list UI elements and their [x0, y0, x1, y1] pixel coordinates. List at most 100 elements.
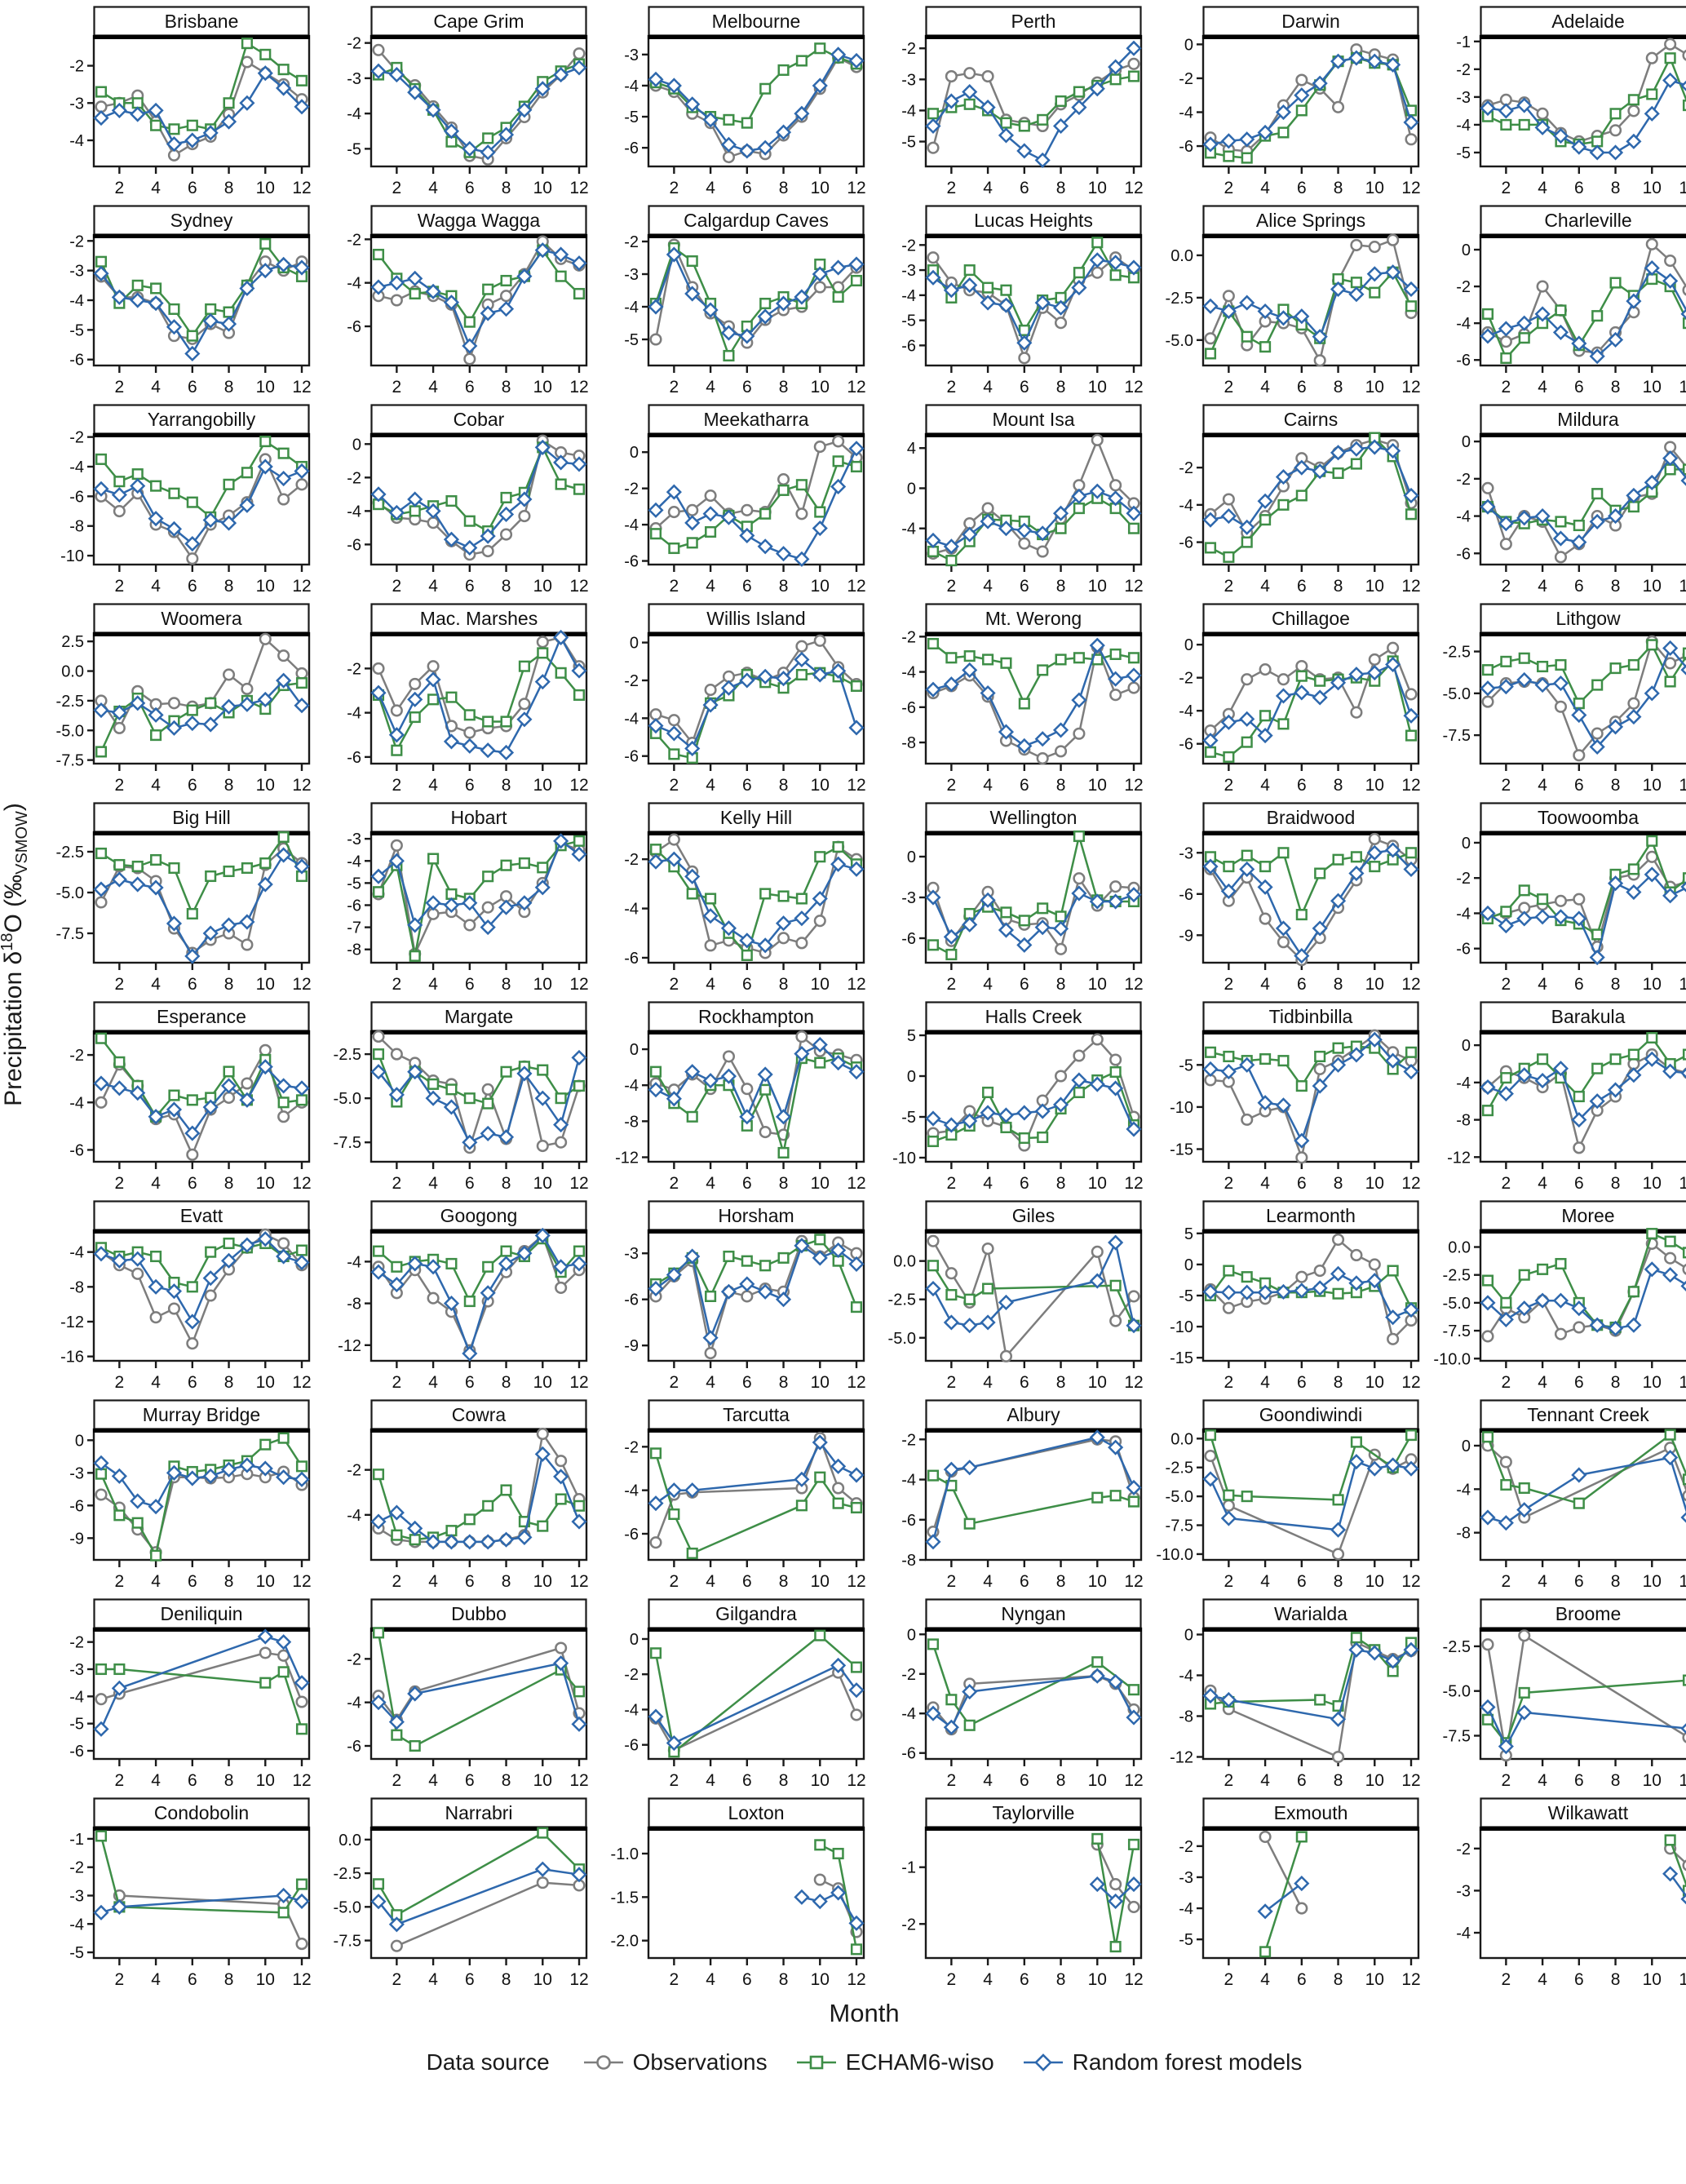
svg-text:-8: -8	[901, 1552, 916, 1570]
svg-text:-4: -4	[1456, 1074, 1471, 1092]
svg-text:10: 10	[1088, 378, 1107, 396]
svg-text:6: 6	[465, 1970, 475, 1989]
panel-title: Wagga Wagga	[418, 210, 541, 231]
svg-text:8: 8	[779, 378, 789, 396]
svg-text:8: 8	[779, 975, 789, 994]
svg-text:-1.0: -1.0	[611, 1845, 639, 1863]
svg-text:-6: -6	[901, 337, 916, 355]
facet-panel-lucas-heights: Lucas Heights -2 -3 -4 -5 -6 2 4 6 8 10 12	[874, 204, 1145, 398]
svg-text:4: 4	[983, 1572, 993, 1591]
svg-text:-8: -8	[1456, 1112, 1471, 1130]
svg-text:-2: -2	[69, 1047, 84, 1065]
svg-text:-3: -3	[624, 47, 639, 64]
svg-text:10: 10	[811, 179, 830, 197]
svg-text:8: 8	[1611, 179, 1621, 197]
facet-panel-tidbinbilla: Tidbinbilla -5 -10 -15 2 4 6 8 10 12	[1152, 1000, 1423, 1194]
facet-panel-halls-creek: Halls Creek 5 0 -5 -10 2 4 6 8 10 12	[874, 1000, 1145, 1194]
facet-panel-wagga-wagga: Wagga Wagga -2 -4 -6 2 4 6 8 10 12	[320, 204, 591, 398]
svg-text:0: 0	[1184, 36, 1193, 54]
svg-text:2: 2	[670, 1373, 679, 1392]
svg-text:2: 2	[670, 975, 679, 994]
panel-title: Giles	[1012, 1205, 1055, 1226]
diamond-marker-icon	[1023, 2053, 1063, 2071]
svg-text:10: 10	[1643, 1373, 1662, 1392]
svg-text:4: 4	[428, 1572, 438, 1591]
svg-text:2: 2	[392, 179, 402, 197]
svg-text:-5.0: -5.0	[1443, 1295, 1471, 1313]
facet-grid: Brisbane -2 -3 -4 2 4 6 8 10 12 Cape Grim -2 -3 -4 -5 2…	[42, 5, 1686, 1991]
panel-title: Albury	[1007, 1404, 1060, 1425]
svg-text:-2: -2	[901, 628, 916, 646]
svg-text:4: 4	[1538, 1174, 1547, 1193]
svg-text:-4: -4	[69, 1688, 84, 1706]
svg-text:2: 2	[392, 1373, 402, 1392]
svg-text:8: 8	[502, 975, 511, 994]
svg-text:0: 0	[1184, 636, 1193, 654]
panel-title: Horsham	[718, 1205, 794, 1226]
svg-text:6: 6	[1574, 1771, 1584, 1790]
svg-text:10: 10	[811, 1771, 830, 1790]
facet-panel-hobart: Hobart -3 -4 -5 -6 -7 -8 2 4 6 8 10 12	[320, 801, 591, 995]
y-axis-label: Precipitation δ18O (‰VSMOW)	[0, 803, 31, 1107]
svg-text:6: 6	[1574, 1970, 1584, 1989]
svg-text:-8: -8	[347, 941, 361, 959]
svg-text:-7.5: -7.5	[1443, 1322, 1471, 1340]
svg-text:6: 6	[1297, 776, 1307, 795]
svg-text:10: 10	[256, 1572, 275, 1591]
svg-text:4: 4	[428, 1970, 438, 1989]
svg-text:-5.0: -5.0	[1443, 1683, 1471, 1701]
svg-text:10: 10	[811, 776, 830, 795]
svg-text:-5.0: -5.0	[1166, 332, 1193, 350]
svg-text:-6: -6	[624, 950, 639, 968]
svg-text:2: 2	[947, 1174, 957, 1193]
svg-text:8: 8	[224, 1970, 234, 1989]
svg-text:2: 2	[1224, 179, 1234, 197]
svg-text:10: 10	[1643, 1771, 1662, 1790]
svg-text:-6: -6	[624, 1526, 639, 1544]
svg-text:0: 0	[75, 1432, 84, 1450]
svg-text:-5.0: -5.0	[1443, 685, 1471, 703]
svg-text:12: 12	[1124, 1970, 1143, 1989]
svg-text:12: 12	[1124, 378, 1143, 396]
svg-text:8: 8	[502, 1970, 511, 1989]
panel-title: Broome	[1555, 1603, 1622, 1624]
svg-text:8: 8	[1334, 1970, 1343, 1989]
svg-text:10: 10	[1088, 179, 1107, 197]
svg-text:10: 10	[1643, 1572, 1662, 1591]
svg-text:8: 8	[224, 378, 234, 396]
svg-text:8: 8	[224, 1771, 234, 1790]
svg-text:12: 12	[847, 1970, 865, 1989]
svg-text:4: 4	[151, 1970, 161, 1989]
facet-panel-tarcutta: Tarcutta -2 -4 -6 2 4 6 8 10 12	[597, 1398, 868, 1593]
svg-text:-7.5: -7.5	[334, 1933, 361, 1951]
svg-text:-3: -3	[624, 1245, 639, 1263]
svg-text:-6: -6	[1456, 545, 1471, 563]
svg-text:-5: -5	[1179, 1057, 1193, 1074]
panel-title: Toowoomba	[1538, 807, 1639, 828]
svg-text:-2: -2	[901, 237, 916, 255]
svg-text:-4: -4	[69, 1244, 84, 1262]
svg-text:12: 12	[1124, 577, 1143, 596]
svg-text:0.0: 0.0	[1448, 1239, 1471, 1257]
panel-title: Willis Island	[706, 608, 805, 629]
svg-text:-4: -4	[69, 1916, 84, 1934]
svg-text:2: 2	[392, 1174, 402, 1193]
svg-text:8: 8	[1334, 1572, 1343, 1591]
svg-text:8: 8	[1056, 1174, 1066, 1193]
svg-text:-7.5: -7.5	[1443, 1728, 1471, 1746]
svg-text:4: 4	[1538, 1970, 1547, 1989]
svg-text:10: 10	[811, 975, 830, 994]
svg-text:2: 2	[115, 577, 125, 596]
facet-panel-yarrangobilly: Yarrangobilly -2 -4 -6 -8 -10 2 4 6 8 10 12	[42, 403, 313, 597]
facet-panel-cowra: Cowra -2 -4 2 4 6 8 10 12	[320, 1398, 591, 1593]
svg-text:-9: -9	[69, 1530, 84, 1548]
svg-text:12: 12	[847, 1174, 865, 1193]
svg-text:6: 6	[1574, 975, 1584, 994]
svg-text:10: 10	[1365, 1771, 1384, 1790]
svg-text:10: 10	[533, 975, 552, 994]
svg-text:-2: -2	[1456, 278, 1471, 296]
svg-text:4: 4	[1538, 1373, 1547, 1392]
facet-panel-braidwood: Braidwood -3 -6 -9 2 4 6 8 10 12	[1152, 801, 1423, 995]
svg-text:10: 10	[1643, 975, 1662, 994]
svg-text:-2.5: -2.5	[56, 844, 84, 862]
